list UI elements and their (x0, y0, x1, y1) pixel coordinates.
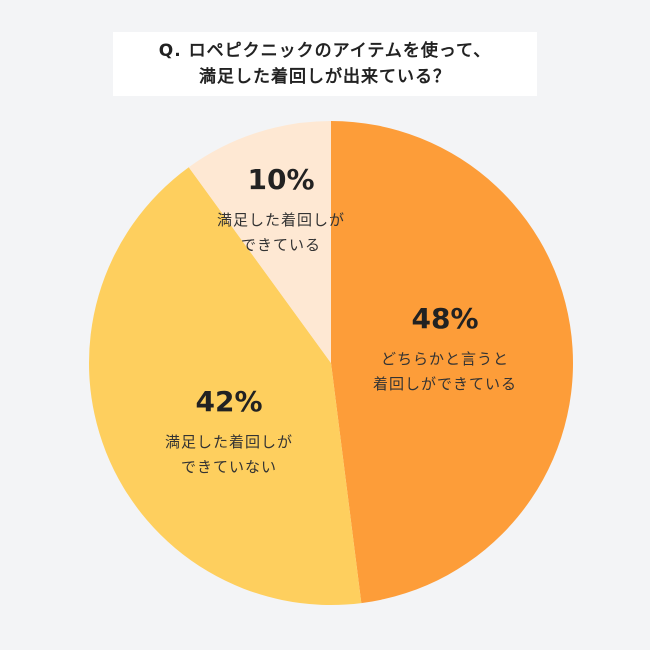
slice-percent-label-42: 42% (195, 385, 262, 418)
pie-slice-42 (89, 167, 362, 605)
slice-label-line: どちらかと言うと (381, 350, 509, 368)
slice-label-line: できていない (181, 458, 277, 476)
slice-percent-label-10: 10% (247, 163, 314, 196)
pie-slice-48 (331, 121, 573, 604)
pie-slice-10 (188, 121, 331, 363)
slice-label-line: 満足した着回しが (165, 433, 293, 451)
title-line-1: Q. ロペピクニックのアイテムを使って、 (158, 41, 492, 61)
slice-label-line: 満足した着回しが (217, 211, 345, 229)
slice-label-line: できている (241, 236, 321, 254)
chart-title: Q. ロペピクニックのアイテムを使って、 満足した着回しが出来ている？ (113, 32, 537, 96)
title-line-2: 満足した着回しが出来ている？ (199, 67, 451, 87)
slice-label-line: 着回しができている (373, 375, 517, 393)
slice-percent-label-48: 48% (411, 302, 478, 335)
